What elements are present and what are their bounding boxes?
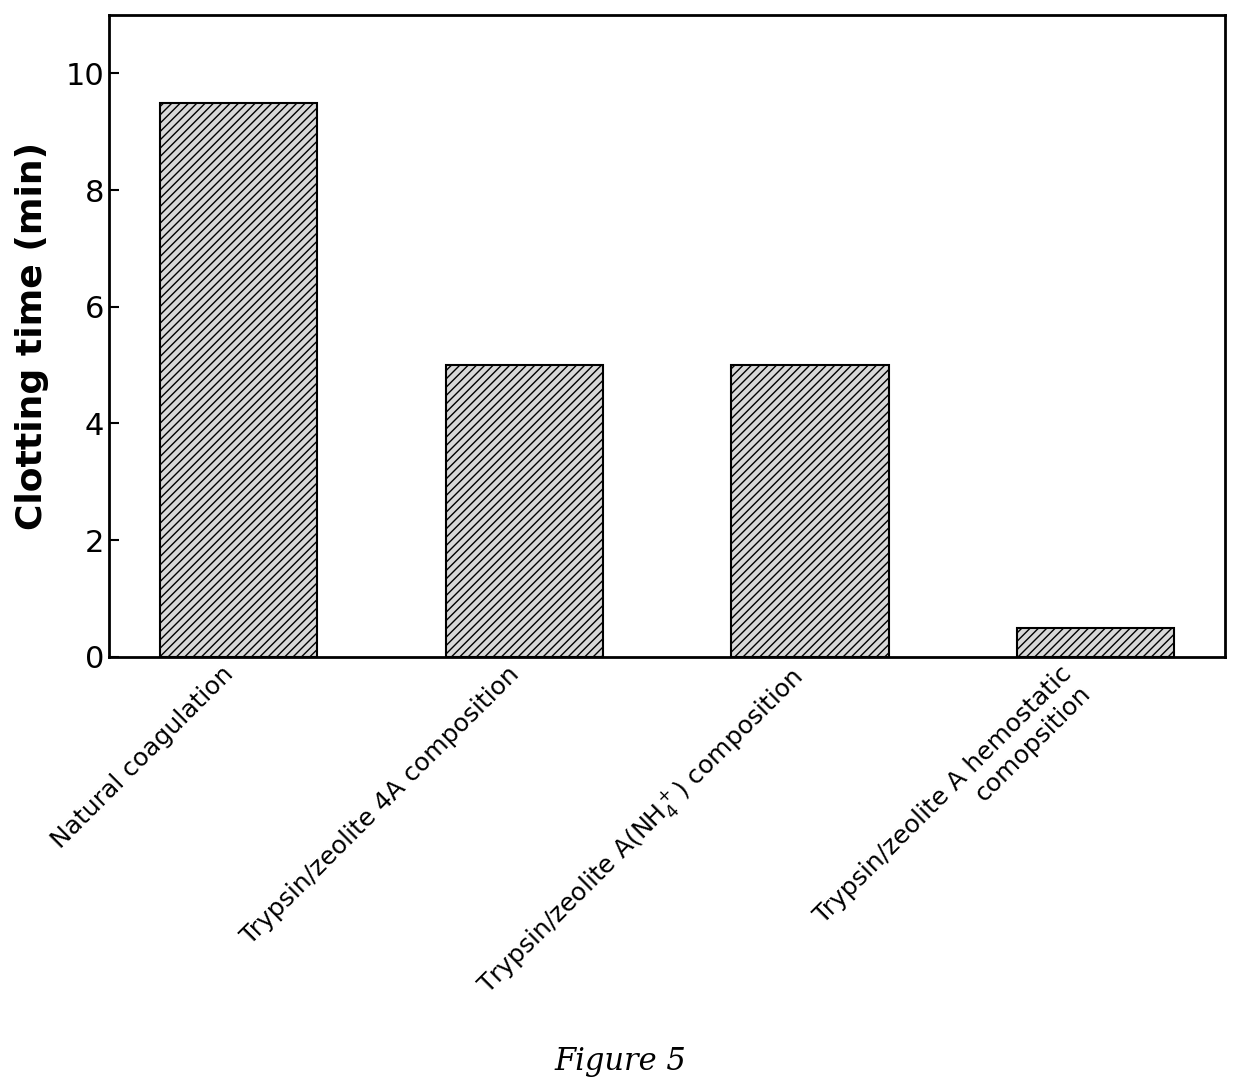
Bar — [1017, 628, 1174, 657]
Y-axis label: Clotting time (min): Clotting time (min) — [15, 142, 50, 530]
Text: Figure 5: Figure 5 — [554, 1046, 686, 1077]
Bar — [732, 365, 889, 657]
Bar — [445, 365, 603, 657]
Bar — [160, 103, 317, 657]
